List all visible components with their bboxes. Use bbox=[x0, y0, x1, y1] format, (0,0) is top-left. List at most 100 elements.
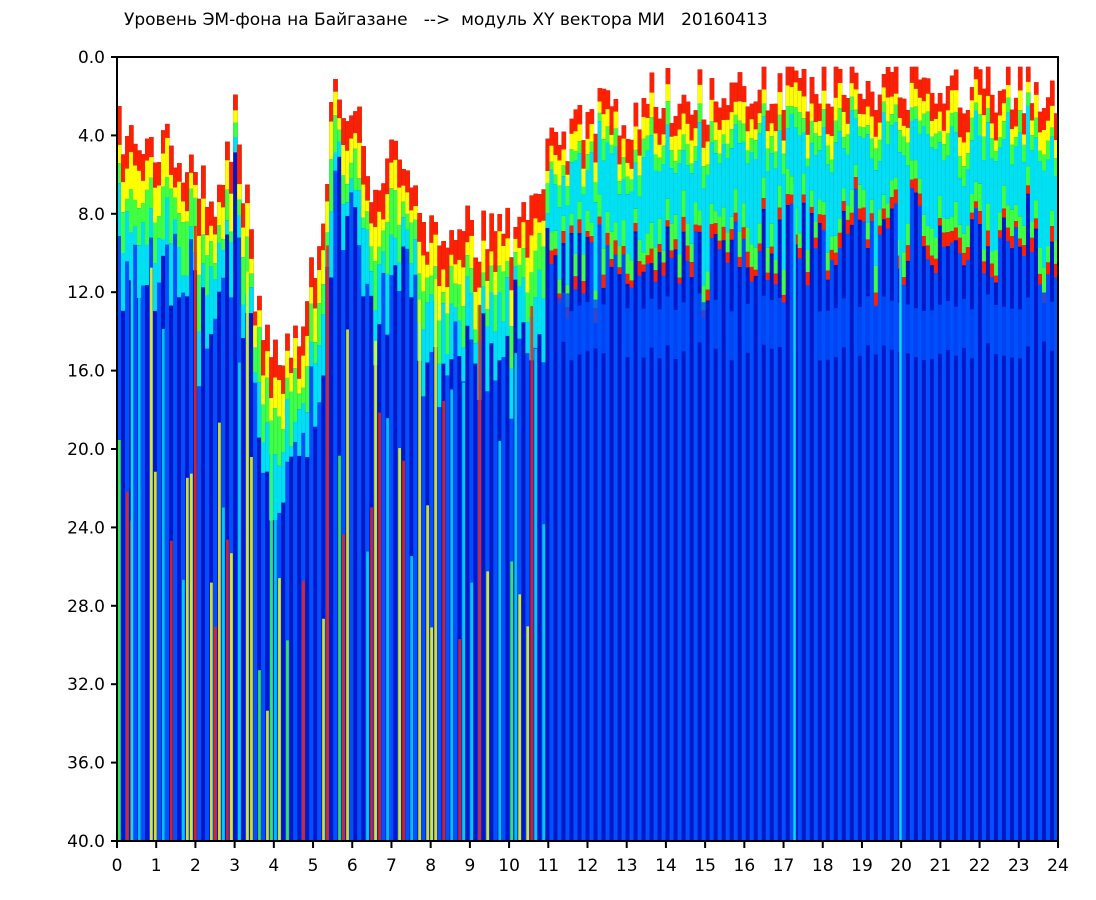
heatmap-column bbox=[417, 213, 422, 841]
heatmap-column bbox=[977, 69, 983, 841]
heatmap-column bbox=[573, 109, 579, 841]
y-tick-label: 36.0 bbox=[67, 754, 105, 774]
y-tick-label: 4.0 bbox=[78, 126, 105, 146]
heatmap-column bbox=[537, 194, 543, 841]
y-tick-label: 32.0 bbox=[67, 675, 105, 695]
heatmap-column bbox=[801, 69, 807, 841]
heatmap-column bbox=[965, 109, 971, 841]
heatmap-column bbox=[285, 333, 290, 841]
x-tick-label: 24 bbox=[1047, 856, 1069, 876]
heatmap-column bbox=[621, 125, 627, 841]
heatmap-column bbox=[217, 184, 222, 841]
heatmap-column bbox=[761, 66, 767, 841]
chart-title: Уровень ЭМ-фона на Байгазане --> модуль … bbox=[124, 10, 768, 30]
heatmap-column bbox=[617, 135, 623, 841]
heatmap-column bbox=[361, 146, 366, 841]
heatmap-column bbox=[405, 170, 410, 841]
heatmap-column bbox=[673, 115, 679, 841]
heatmap-column bbox=[265, 324, 270, 841]
heatmap-column bbox=[645, 103, 651, 841]
x-tick-label: 16 bbox=[734, 856, 756, 876]
heatmap-column bbox=[157, 162, 162, 841]
heatmap-column bbox=[145, 138, 150, 841]
heatmap-column bbox=[785, 66, 791, 841]
heatmap-column bbox=[685, 101, 691, 841]
heatmap-column bbox=[445, 247, 450, 841]
heatmap-column bbox=[589, 109, 595, 841]
heatmap-column bbox=[141, 154, 146, 841]
heatmap-column bbox=[181, 182, 186, 841]
heatmap-column bbox=[365, 176, 370, 841]
heatmap-column bbox=[605, 90, 611, 841]
heatmap-column bbox=[601, 88, 607, 841]
heatmap-column bbox=[733, 82, 739, 841]
heatmap-column bbox=[309, 257, 314, 841]
heatmap-column bbox=[717, 107, 723, 841]
heatmap-column bbox=[937, 93, 943, 841]
heatmap-column bbox=[889, 71, 895, 841]
heatmap-column bbox=[857, 93, 863, 841]
heatmap-column bbox=[429, 215, 434, 841]
heatmap-column bbox=[205, 207, 210, 841]
heatmap-column bbox=[1005, 66, 1011, 841]
heatmap-column bbox=[185, 172, 190, 841]
heatmap-column bbox=[553, 132, 559, 841]
heatmap-column bbox=[989, 94, 995, 841]
heatmap-column bbox=[449, 230, 454, 841]
heatmap-column bbox=[849, 66, 855, 841]
y-tick-label: 8.0 bbox=[78, 205, 105, 225]
heatmap-column bbox=[953, 69, 959, 841]
heatmap-column bbox=[257, 295, 262, 841]
heatmap-column bbox=[489, 213, 494, 841]
heatmap-column bbox=[625, 138, 631, 841]
x-axis: 0 1 2 3 4 5 6 7 8 9 10 11 12 13 14 15 16 17 18 19 20 21 22 23 24 bbox=[112, 841, 1069, 876]
heatmap-column bbox=[1045, 97, 1051, 841]
heatmap-column bbox=[969, 87, 975, 841]
heatmap-column bbox=[837, 68, 843, 841]
heatmap-column bbox=[305, 301, 310, 841]
y-tick-label: 12.0 bbox=[67, 283, 105, 303]
heatmap-column bbox=[501, 233, 507, 841]
heatmap-column bbox=[749, 103, 755, 841]
heatmap-column bbox=[1013, 97, 1019, 841]
heatmap-column bbox=[237, 144, 242, 841]
y-axis: 0.0 4.0 8.0 12.0 16.0 20.0 24.0 28.0 32.0 36.0 40.… bbox=[67, 48, 117, 852]
heatmap-column bbox=[629, 139, 635, 841]
heatmap-column bbox=[981, 88, 987, 841]
heatmap-column bbox=[973, 66, 979, 841]
heatmap-column bbox=[829, 106, 835, 841]
heatmap-column bbox=[825, 103, 831, 841]
y-tick-label: 24.0 bbox=[67, 518, 105, 538]
heatmap-column bbox=[821, 66, 827, 841]
x-tick-label: 20 bbox=[890, 856, 912, 876]
heatmap-column bbox=[541, 189, 547, 841]
heatmap-column bbox=[409, 187, 414, 841]
heatmap-column bbox=[173, 167, 178, 841]
heatmap-column bbox=[905, 110, 911, 841]
heatmap-column bbox=[769, 103, 775, 841]
heatmap-column bbox=[297, 346, 302, 841]
heatmap-column bbox=[597, 88, 603, 841]
heatmap-column bbox=[669, 123, 675, 841]
heatmap-column bbox=[641, 98, 647, 841]
heatmap-column bbox=[177, 163, 182, 841]
heatmap-column bbox=[421, 222, 426, 841]
heatmap-column bbox=[385, 158, 390, 841]
x-tick-label: 7 bbox=[386, 856, 397, 876]
heatmap-column bbox=[1025, 66, 1031, 841]
heatmap-column bbox=[521, 202, 527, 841]
y-tick-label: 40.0 bbox=[67, 832, 105, 852]
heatmap-column bbox=[321, 223, 326, 841]
heatmap-column bbox=[1029, 103, 1035, 841]
heatmap-column bbox=[985, 66, 991, 841]
heatmap-column bbox=[845, 98, 851, 841]
heatmap-streak bbox=[899, 184, 902, 841]
heatmap-column bbox=[461, 231, 466, 841]
heatmap-column bbox=[201, 165, 206, 841]
heatmap-column bbox=[389, 139, 394, 841]
heatmap-column bbox=[241, 203, 246, 841]
x-tick-label: 14 bbox=[655, 856, 677, 876]
y-tick-label: 28.0 bbox=[67, 597, 105, 617]
heatmap-column bbox=[413, 185, 418, 841]
heatmap-column bbox=[941, 103, 947, 841]
